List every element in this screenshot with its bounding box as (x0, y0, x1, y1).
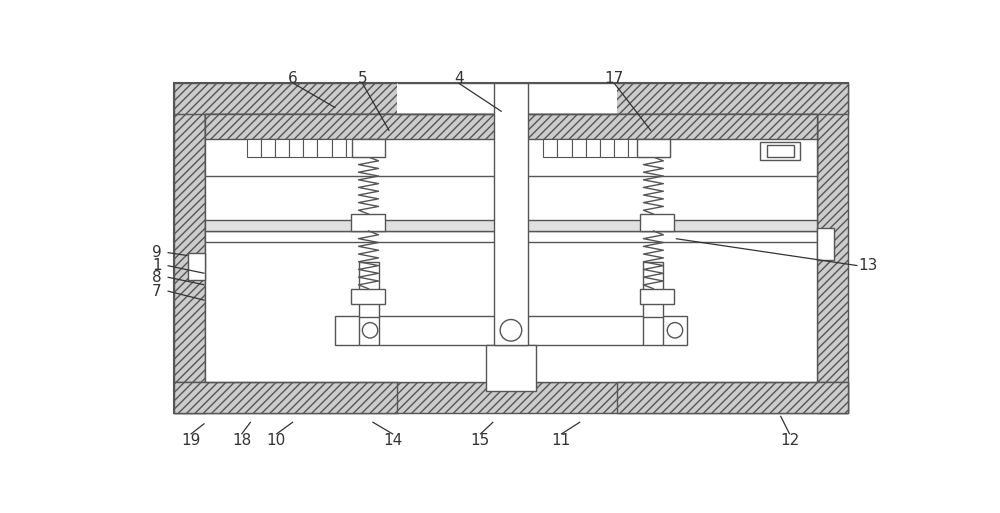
Bar (817, 83, 848, 412)
Bar (205, 114, 817, 175)
Bar (642, 139, 656, 157)
Bar (332, 139, 346, 157)
Bar (767, 145, 794, 157)
Bar (303, 139, 317, 157)
Bar (637, 139, 670, 157)
Text: 5: 5 (358, 71, 367, 86)
Text: 18: 18 (232, 433, 251, 448)
Bar (335, 315, 687, 345)
Bar (397, 83, 617, 114)
Bar (486, 345, 536, 391)
Circle shape (500, 320, 522, 341)
Text: 14: 14 (384, 433, 403, 448)
Bar (205, 220, 817, 231)
Bar (174, 382, 848, 412)
Text: 8: 8 (152, 270, 162, 285)
Bar (360, 139, 374, 157)
Bar (205, 114, 817, 382)
Bar (351, 289, 385, 304)
Bar (614, 139, 628, 157)
Bar (358, 262, 379, 317)
Bar (247, 139, 261, 157)
Bar (640, 214, 674, 231)
Bar (640, 289, 674, 304)
Text: 6: 6 (288, 71, 298, 86)
Bar (572, 139, 586, 157)
Text: 12: 12 (780, 433, 799, 448)
Bar (174, 83, 848, 114)
Text: 9: 9 (152, 245, 162, 260)
Text: 15: 15 (471, 433, 490, 448)
Bar (643, 262, 663, 317)
Bar (289, 139, 303, 157)
Bar (275, 139, 289, 157)
Text: 11: 11 (551, 433, 571, 448)
Bar (188, 252, 205, 280)
Bar (174, 83, 205, 412)
Bar (557, 139, 572, 157)
Bar (656, 139, 670, 157)
Text: 13: 13 (859, 258, 878, 273)
Circle shape (362, 323, 378, 338)
Text: 1: 1 (152, 258, 162, 273)
Bar (205, 231, 817, 242)
Text: 7: 7 (152, 284, 162, 299)
Bar (494, 83, 528, 345)
Bar (617, 382, 848, 412)
Bar (205, 114, 817, 139)
Text: 4: 4 (454, 71, 463, 86)
Bar (586, 139, 600, 157)
Bar (760, 142, 800, 160)
Bar (174, 83, 848, 412)
Bar (317, 139, 332, 157)
Bar (261, 139, 275, 157)
Bar (543, 139, 557, 157)
Bar (174, 382, 397, 412)
Text: 10: 10 (266, 433, 286, 448)
Bar (817, 228, 834, 260)
Text: 17: 17 (605, 71, 624, 86)
Bar (600, 139, 614, 157)
Bar (346, 139, 360, 157)
Bar (351, 214, 385, 231)
Bar (628, 139, 642, 157)
Text: 19: 19 (181, 433, 200, 448)
Circle shape (667, 323, 683, 338)
Bar (352, 139, 385, 157)
